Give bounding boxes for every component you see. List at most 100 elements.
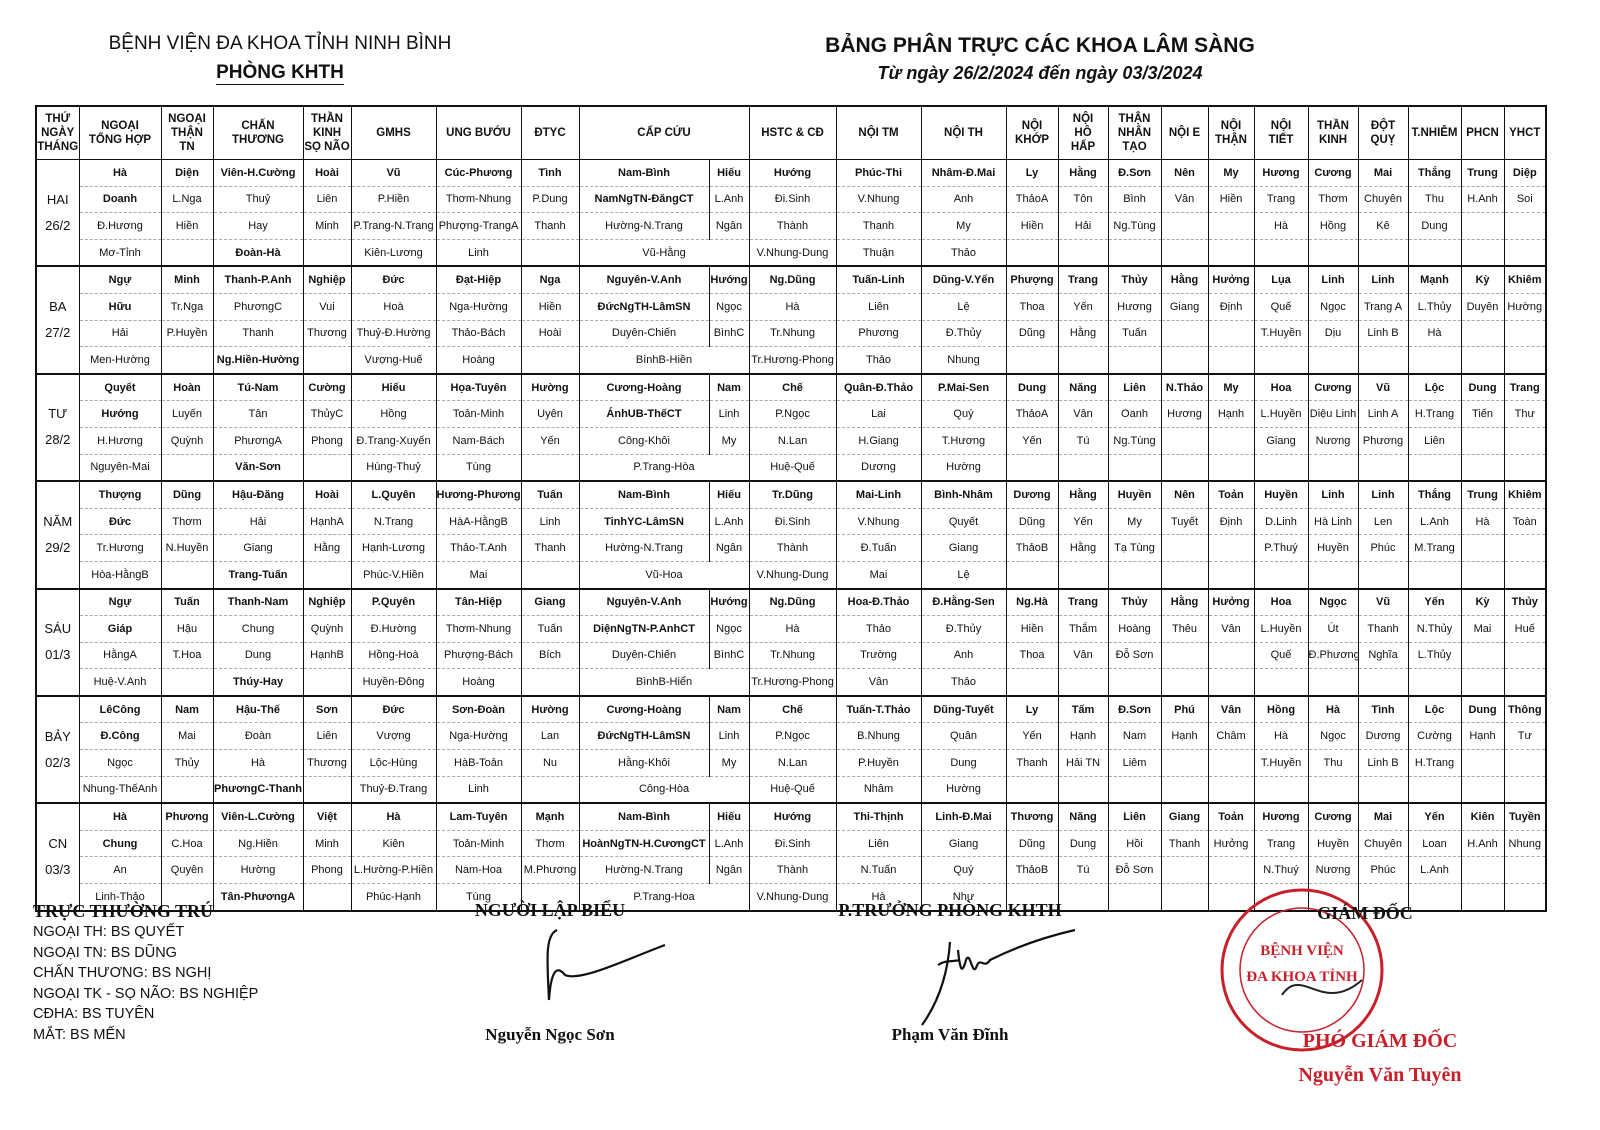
duty-cell: [1253, 776, 1309, 805]
roster-row: BẢY 02/3 LêCông Nam Hậu-Thế Sơn Đức Sơn-Đoàn Hườ…: [35, 695, 1547, 805]
duty-cell: Ng.Tùng: [1107, 427, 1162, 455]
duty-cell: [1407, 239, 1462, 268]
emergency-side-cell: Linh: [708, 400, 750, 428]
duty-cell: Ng.Hiền-Hường: [212, 346, 304, 375]
duty-cell: Đức: [350, 695, 437, 724]
duty-cell: Nhâm-Đ.Mai: [920, 159, 1007, 187]
duty-cell: H.Anh: [1460, 830, 1505, 858]
duty-cell: Nam-Bình: [578, 159, 710, 187]
duty-cell: N.Huyền: [160, 534, 214, 562]
duty-cell: L.Quyên: [350, 481, 437, 509]
duty-cell: [1207, 534, 1255, 562]
weekday: BẢY: [44, 728, 71, 744]
duty-cell: P.Mai-Sen: [920, 373, 1007, 402]
emergency-side-cell: Hướng: [708, 588, 750, 617]
duty-cell: Thủy: [160, 749, 214, 777]
duty-cell: Tuyết: [1160, 508, 1209, 536]
duty-cell: Hà: [748, 293, 837, 321]
duty-cell: [1307, 346, 1359, 375]
duty-cell: Hoàn: [160, 373, 214, 402]
duty-cell: Hồng: [1307, 212, 1359, 240]
weekday: BA: [49, 299, 67, 315]
duty-cell: Tuấn: [1107, 320, 1162, 348]
roster-row: Linh-Thảo Tân-PhươngA Phúc-Hạnh Tùng P.Trang…: [36, 883, 1547, 912]
duty-cell: Hà: [78, 159, 162, 187]
duty-cell: Tr.Dũng: [748, 481, 837, 509]
duty-cell: [1460, 212, 1505, 240]
duty-cell: Cương: [1307, 159, 1359, 187]
duty-cell: Đoàn-Hà: [212, 239, 304, 268]
duty-cell: [1057, 776, 1109, 805]
duty-cell: Công-Khôi: [578, 427, 710, 455]
duty-cell: [1307, 561, 1359, 590]
duty-cell: Như: [920, 883, 1007, 912]
duty-cell: Liên: [1107, 803, 1162, 831]
duty-cell: Chuyên: [1357, 186, 1409, 214]
duty-cell: Bình: [1107, 186, 1162, 214]
duty-cell: Linh: [520, 508, 580, 536]
duty-cell: Hoàng: [435, 668, 522, 697]
duty-cell: Tiến: [1460, 400, 1505, 428]
duty-cell: My: [1207, 373, 1255, 402]
duty-cell: Nhâm: [835, 776, 922, 805]
duty-cell: Thi-Thịnh: [835, 803, 922, 831]
duty-cell: Hoàng: [435, 346, 522, 375]
duty-cell: Sơn: [302, 695, 352, 724]
emergency-side-cell: Ngọc: [708, 293, 750, 321]
duty-cell: Năng: [1057, 803, 1109, 831]
duty-cell: [1407, 346, 1462, 375]
duty-cell: Quỳnh: [160, 427, 214, 455]
duty-cell: Thảo: [920, 239, 1007, 268]
duty-cell: [1503, 239, 1547, 268]
hospital-stamp: BỆNH VIỆN ĐA KHOA TỈNH: [1220, 888, 1384, 1052]
column-header: NGOẠI THẬN TN: [160, 105, 214, 160]
duty-cell: Tú-Nam: [212, 373, 304, 402]
weekday: HAI: [46, 191, 69, 207]
duty-cell: Hà: [212, 749, 304, 777]
svg-text:BỆNH VIỆN: BỆNH VIỆN: [1260, 942, 1344, 959]
duty-cell: [1107, 454, 1162, 483]
duty-cell: Dung: [1057, 830, 1109, 858]
date: 02/3: [45, 754, 71, 770]
duty-cell: Hương: [1253, 159, 1309, 187]
duty-cell: [1460, 776, 1505, 805]
duty-cell: [1057, 239, 1109, 268]
column-header: GMHS: [350, 105, 437, 160]
vice-director-name: Nguyễn Văn Tuyên: [1298, 1064, 1462, 1086]
preparer-title: NGƯỜI LẬP BIỂU: [474, 900, 626, 920]
duty-cell: Thắng: [1407, 159, 1462, 187]
duty-cell: Vũ: [350, 159, 437, 187]
duty-cell: Nhung: [1503, 830, 1547, 858]
duty-cell: [160, 239, 214, 268]
duty-cell: Dung: [1407, 212, 1462, 240]
duty-cell: Thơm-Nhung: [435, 186, 522, 214]
duty-cell: Cương-Hoàng: [578, 695, 710, 724]
duty-cell: Hường: [920, 454, 1007, 483]
duty-cell: Hạnh: [1160, 722, 1209, 751]
duty-cell: Đạt-Hiệp: [435, 266, 522, 294]
duty-cell: H.Trang: [1407, 400, 1462, 428]
duty-cell: ThảoB: [1005, 534, 1059, 562]
duty-cell: [1357, 883, 1409, 912]
duty-cell: Năng: [1057, 373, 1109, 402]
duty-cell: [1207, 856, 1255, 885]
duty-cell: Cúc-Phương: [435, 159, 522, 187]
duty-cell: Đ.Sơn: [1107, 695, 1162, 724]
duty-cell: Hậu-Thế: [212, 695, 304, 724]
date: 29/2: [45, 539, 71, 555]
department-name: PHÒNG KHTH: [60, 62, 500, 85]
duty-roster-table: THỨ NGÀY THÁNG NGOẠI TỔNG HỢP NGOẠI THẬN T…: [35, 105, 1548, 912]
duty-cell: [1253, 454, 1309, 483]
duty-cell: Anh: [920, 642, 1007, 670]
duty-cell: Đ.Trang-Xuyến: [350, 427, 437, 455]
duty-cell: Thanh-P.Anh: [212, 266, 304, 294]
duty-cell: Thành: [748, 534, 837, 562]
column-header: NỘI THẬN: [1207, 105, 1255, 160]
duty-cell: [1460, 668, 1505, 697]
column-header: HSTC & CĐ: [748, 105, 837, 160]
roster-row: Doanh L.Nga Thuỷ Liên P.Hiền Thơm-Nhung P.Dung…: [36, 186, 1547, 214]
duty-cell: Luyến: [160, 400, 214, 428]
duty-cell: Sơn-Đoàn: [435, 695, 522, 724]
date-range: Từ ngày 26/2/2024 đến ngày 03/3/2024: [877, 63, 1203, 83]
duty-cell: ĐứcNgTH-LâmSN: [578, 293, 710, 321]
